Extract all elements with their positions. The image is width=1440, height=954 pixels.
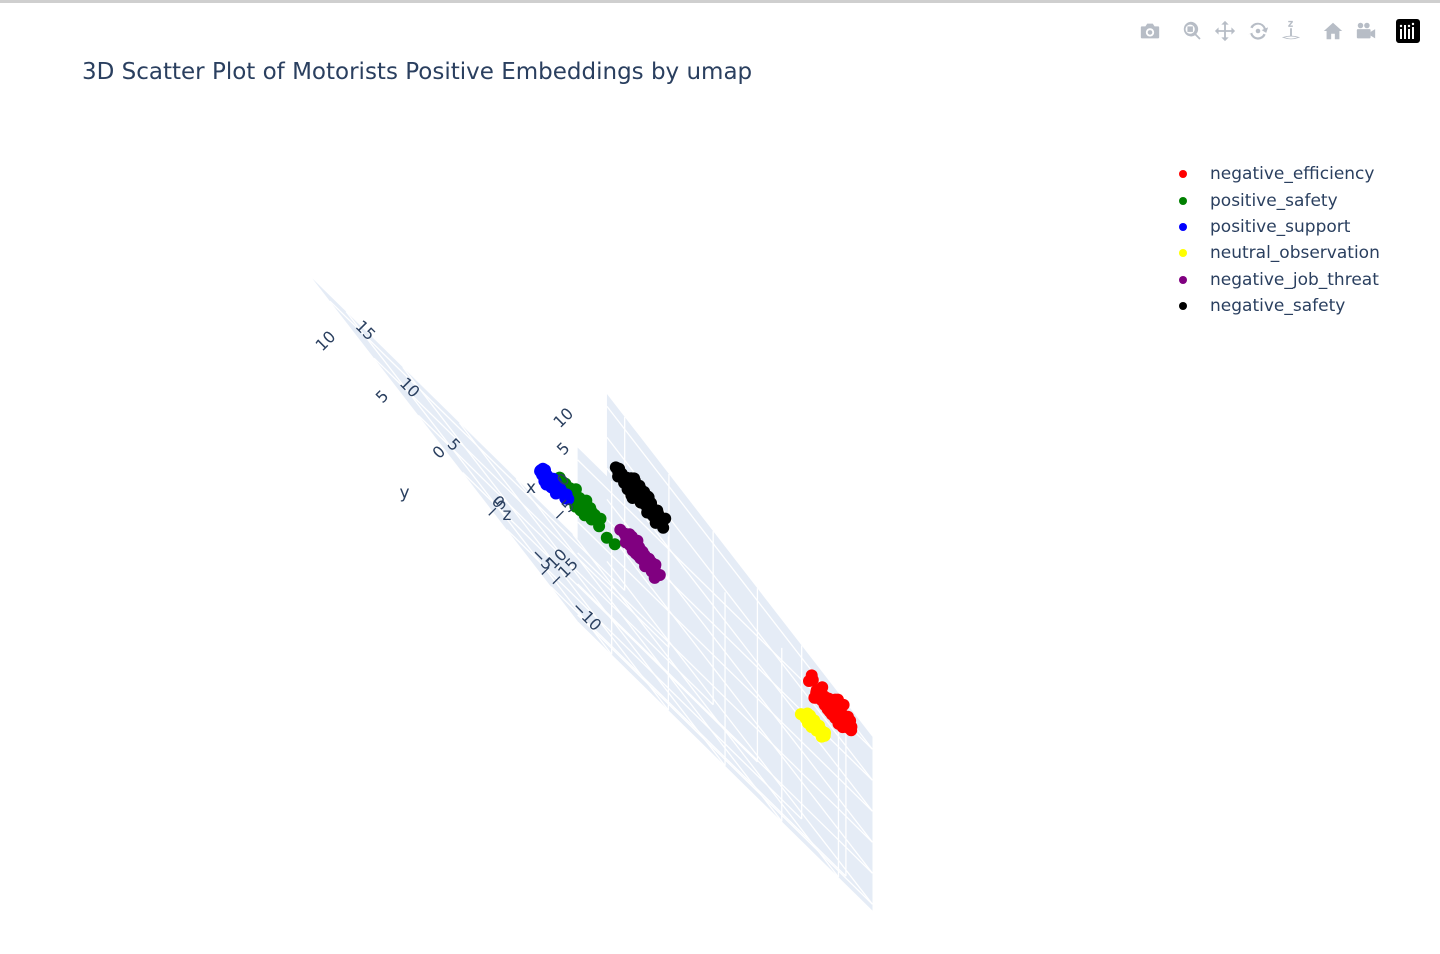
z-tick-label: 10 xyxy=(549,404,577,432)
pan-icon[interactable] xyxy=(1211,17,1239,45)
grid-line xyxy=(345,311,613,655)
data-point[interactable] xyxy=(613,462,626,475)
legend-label: positive_support xyxy=(1210,216,1351,237)
orbit-rotation-icon[interactable] xyxy=(1244,17,1272,45)
data-point[interactable] xyxy=(624,481,636,494)
data-point[interactable] xyxy=(550,477,563,490)
legend-label: positive_safety xyxy=(1210,190,1338,211)
series-neutral_observation xyxy=(794,707,831,743)
chart-title: 3D Scatter Plot of Motorists Positive Em… xyxy=(82,59,753,85)
data-point[interactable] xyxy=(639,559,652,572)
turntable-rotation-icon[interactable] xyxy=(1277,17,1305,45)
z-axis-title: z xyxy=(503,505,512,525)
legend-label: neutral_observation xyxy=(1210,243,1380,264)
legend-label: negative_efficiency xyxy=(1210,164,1375,185)
legend-label: negative_safety xyxy=(1210,296,1346,317)
x-axis-title: x xyxy=(526,478,536,498)
data-point[interactable] xyxy=(809,717,822,730)
grid-line xyxy=(402,366,669,711)
download-plot-icon[interactable] xyxy=(1136,17,1164,45)
legend-marker xyxy=(1179,196,1187,205)
grid-line xyxy=(577,614,873,905)
data-point[interactable] xyxy=(600,531,613,544)
legend-item[interactable]: positive_support xyxy=(1172,214,1380,240)
grid-line xyxy=(606,529,873,874)
data-point[interactable] xyxy=(810,686,823,699)
data-point[interactable] xyxy=(642,500,655,513)
legend-item[interactable]: positive_safety xyxy=(1172,187,1380,213)
grid-line xyxy=(577,583,873,874)
legend-item[interactable]: neutral_observation xyxy=(1172,240,1380,266)
data-point[interactable] xyxy=(622,534,635,547)
series-positive_support xyxy=(534,462,575,506)
legend-item[interactable]: negative_efficiency xyxy=(1172,161,1380,187)
z-tick-label: 5 xyxy=(553,438,574,459)
grid-line xyxy=(577,521,873,812)
data-point[interactable] xyxy=(841,718,854,730)
camera-view-icon[interactable] xyxy=(1352,17,1380,45)
legend-item[interactable]: negative_job_threat xyxy=(1172,267,1380,293)
zoom-icon[interactable] xyxy=(1178,17,1206,45)
y-axis-title: y xyxy=(400,483,410,503)
data-point[interactable] xyxy=(653,569,666,581)
data-point[interactable] xyxy=(818,729,831,742)
legend-marker xyxy=(1179,275,1187,284)
legend-marker xyxy=(1179,222,1187,231)
data-point[interactable] xyxy=(559,492,572,505)
legend-marker xyxy=(1179,170,1187,179)
legend-label: negative_job_threat xyxy=(1210,269,1379,290)
legend-item[interactable]: negative_safety xyxy=(1172,293,1380,319)
y-tick-label: 10 xyxy=(312,327,340,355)
grid-line xyxy=(577,552,873,843)
data-points xyxy=(534,461,858,743)
grid-line xyxy=(515,478,783,822)
y-tick-label: 5 xyxy=(372,386,393,407)
data-point[interactable] xyxy=(820,697,832,710)
data-point[interactable] xyxy=(608,538,621,551)
data-point[interactable] xyxy=(540,470,553,483)
legend-marker xyxy=(1179,249,1187,258)
legend-marker xyxy=(1179,302,1187,311)
data-point[interactable] xyxy=(593,520,606,533)
series-negative_efficiency xyxy=(803,669,858,737)
x-tick-label: 15 xyxy=(352,316,380,344)
grid-line xyxy=(459,422,726,767)
plotly-logo-icon[interactable] xyxy=(1394,17,1422,45)
series-negative_safety xyxy=(609,461,672,534)
reset-camera-icon[interactable] xyxy=(1319,17,1347,45)
data-point[interactable] xyxy=(832,704,845,717)
grid-line xyxy=(606,560,873,905)
modebar xyxy=(1131,17,1422,45)
series-negative_job_threat xyxy=(614,523,666,584)
data-point[interactable] xyxy=(805,669,818,682)
